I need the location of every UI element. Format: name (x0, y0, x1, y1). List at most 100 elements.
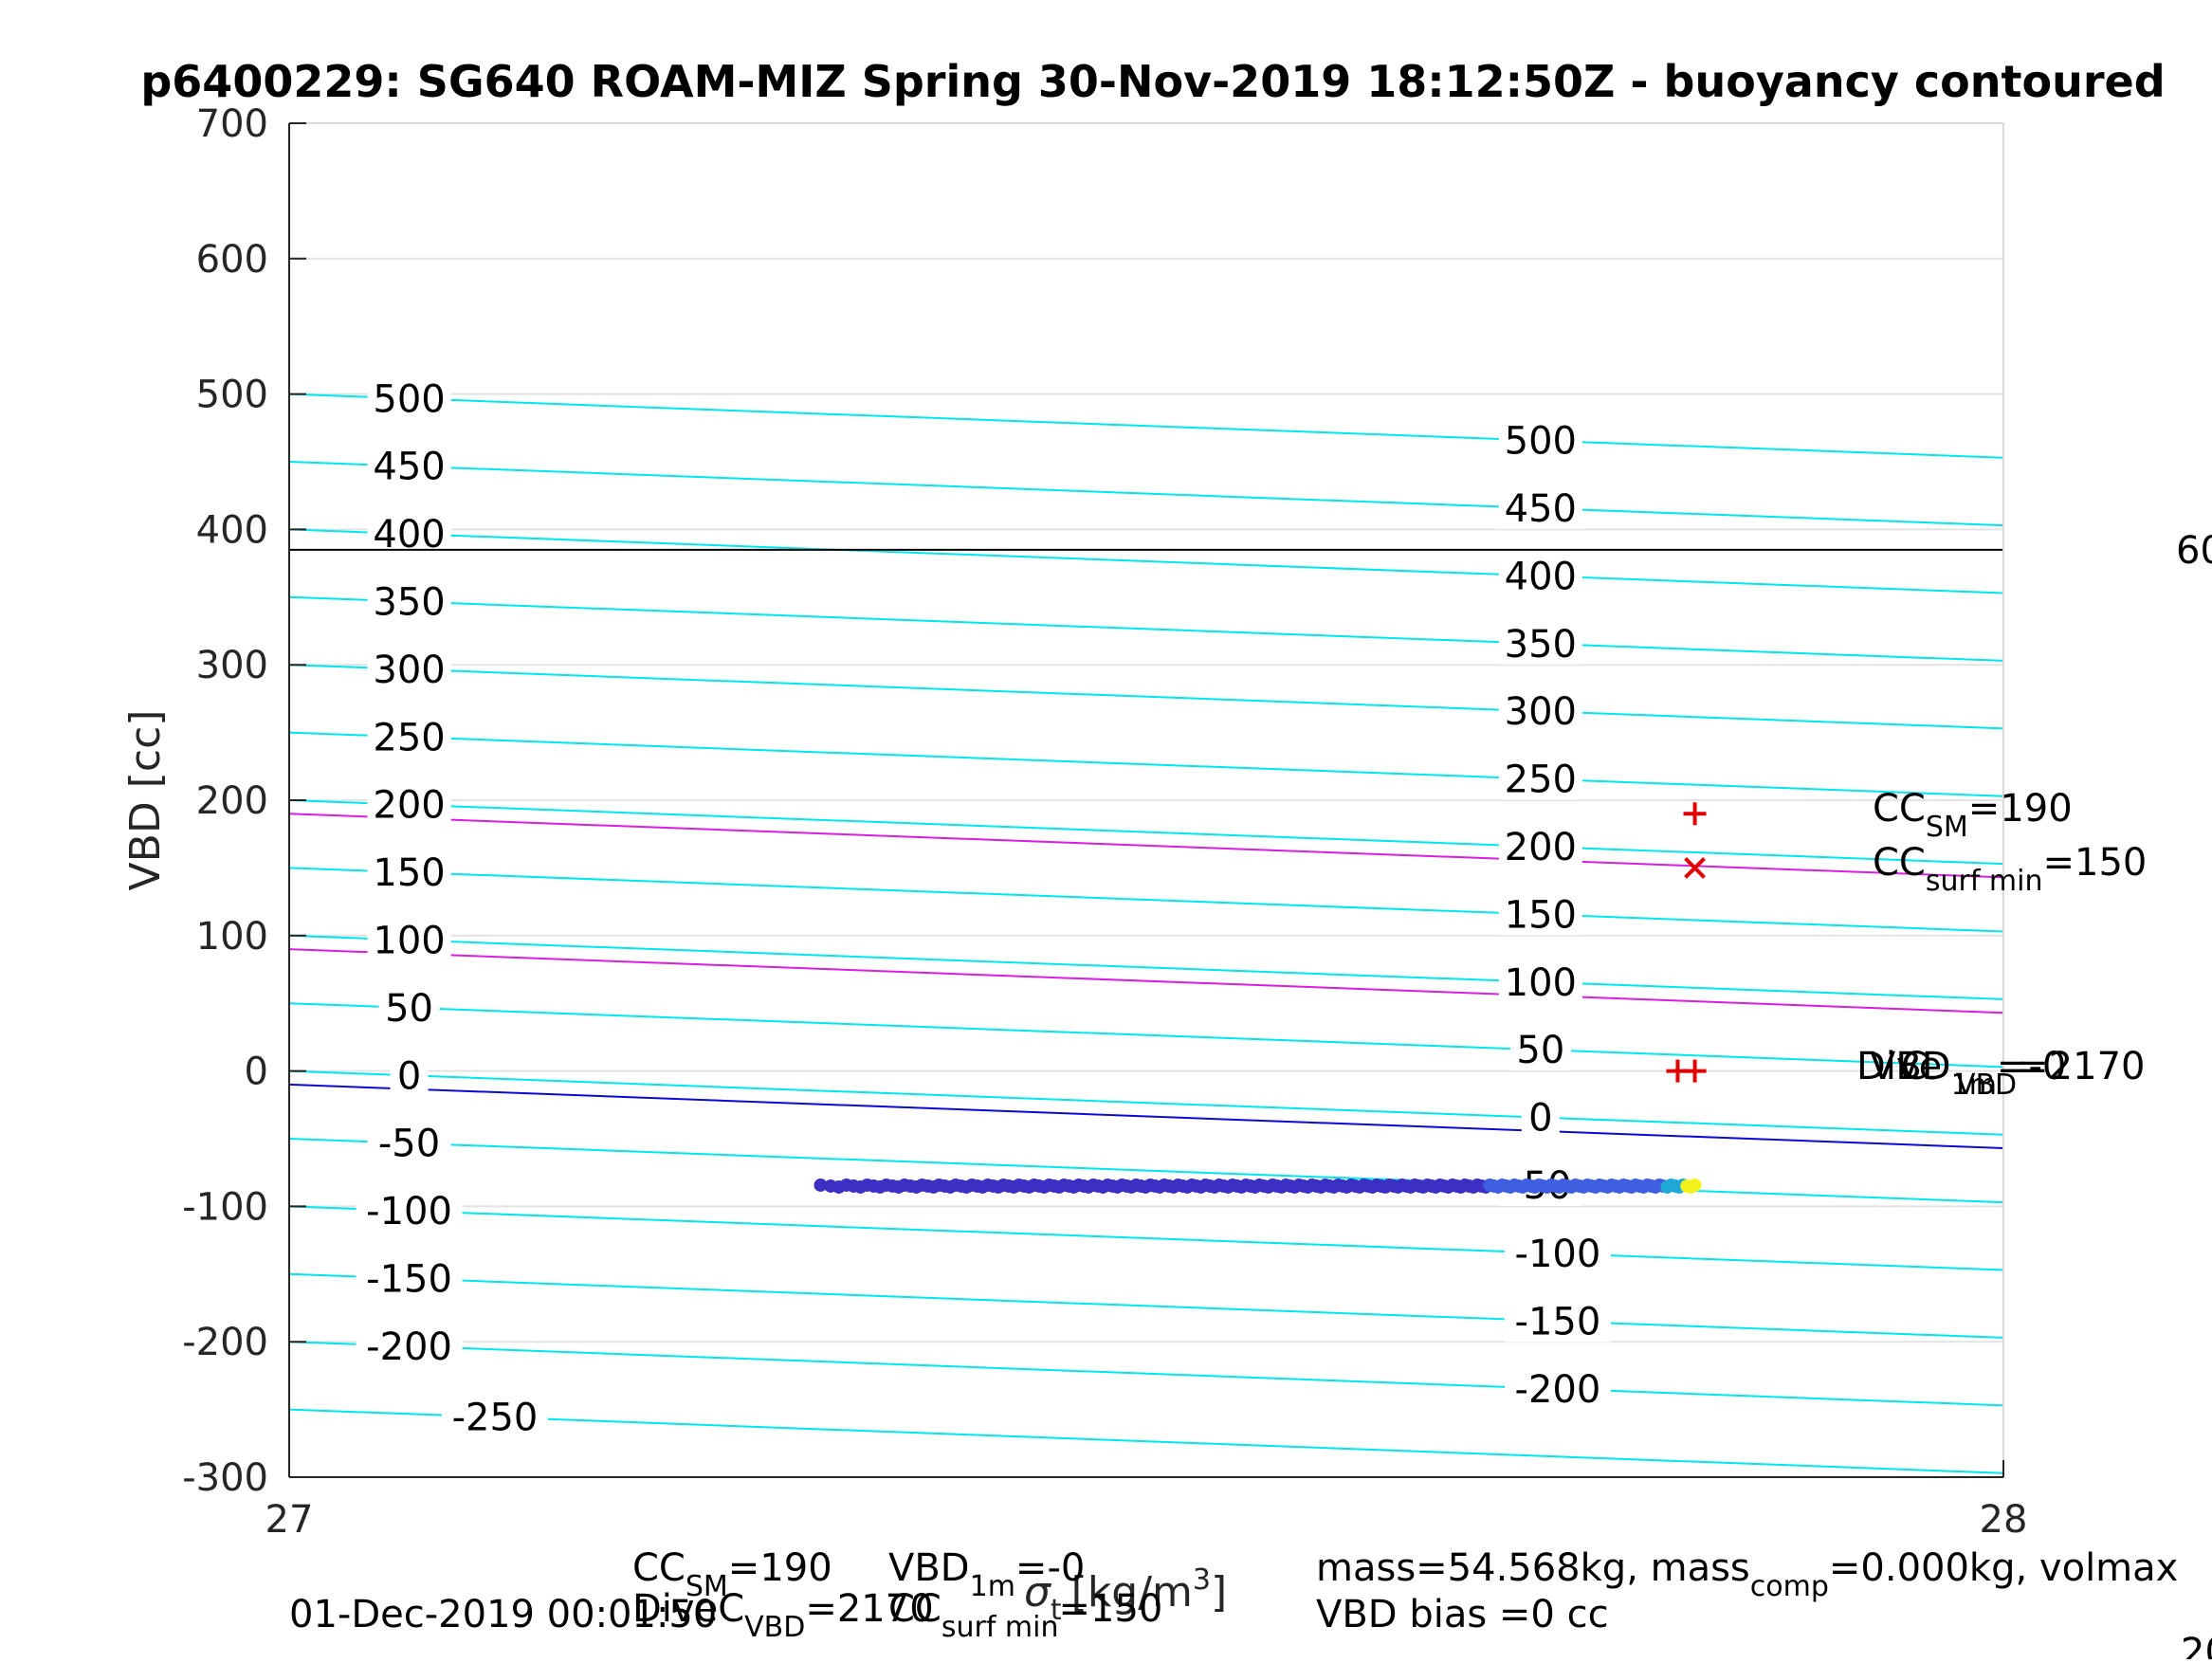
footer-mass: mass=54.568kg, masscomp=0.000kg, volmax (1316, 1546, 2178, 1603)
footer-cc-sm-main: CC (632, 1546, 686, 1590)
contour-label-right: 450 (1505, 487, 1577, 531)
contour-label-left: 150 (373, 851, 445, 895)
contour-label-left: 500 (373, 377, 445, 421)
contour-label-left-bg (367, 850, 451, 894)
y-tick-label: 700 (196, 102, 268, 146)
footer-vbd-1m-value: =-0 (1015, 1546, 1085, 1590)
contour-label-right-bg (1498, 620, 1582, 665)
divec-annotation-value: =2170 (2017, 1045, 2145, 1088)
chart-title: p6400229: SG640 ROAM-MIZ Spring 30-Nov-2… (140, 56, 2165, 107)
contour-label-left-bg (356, 1323, 463, 1367)
contour-line-cyan (288, 731, 2004, 797)
vbd-annotation: VBD1m=-0 (1870, 1045, 2066, 1102)
cc-sm-annotation: CCSM=190 (1873, 787, 2073, 844)
footer-divec-value: =2170 (805, 1587, 933, 1631)
contour-line-cyan (288, 1205, 2004, 1271)
cc-sm-value: =190 (1968, 787, 2073, 831)
data-point (814, 1178, 828, 1192)
footer-vbd-1m-sub: 1m (970, 1570, 1015, 1603)
contour-label-left-bg (367, 375, 451, 420)
contour-label-left-bg (367, 443, 451, 487)
contour-label-left: -100 (366, 1190, 452, 1234)
contour-label-right-bg (1521, 1094, 1560, 1139)
y-tick-label: -100 (182, 1185, 268, 1229)
x-axis-sigma: σ (1024, 1568, 1051, 1617)
cc-surf-value: =150 (2043, 841, 2148, 885)
contour-label-left: 300 (373, 649, 445, 692)
markers (1666, 802, 1707, 1083)
footer-vbd-1m: VBD1m=-0 (888, 1546, 1085, 1603)
cc-sm-main: CC (1873, 787, 1926, 831)
y-axis-label: VBD [cc] (121, 710, 170, 891)
footer-mass-sub: comp (1750, 1570, 1829, 1603)
contour-label-right: 250 (1505, 758, 1577, 802)
contour-label-right: 300 (1505, 690, 1577, 734)
contour-label-left: 450 (373, 446, 445, 489)
y-tick-label: 100 (196, 915, 268, 959)
y-tick-label: 500 (196, 374, 268, 417)
contour-line-cyan (288, 664, 2004, 730)
contour-label-right-bg (1498, 823, 1582, 868)
contour-label-left-bg (367, 917, 451, 961)
footer-cc-sm: CCSM=190 (632, 1546, 832, 1603)
contour-label-right-bg (1504, 1298, 1611, 1343)
contour-line-cyan (288, 1002, 2004, 1069)
contour-label-right: 200 (1505, 826, 1577, 869)
cc-surf-annotation: CCsurf min=150 (1873, 841, 2147, 898)
x-axis-sigma-sub: t (1051, 1594, 1062, 1627)
contour-label-right: 0 (1528, 1097, 1552, 1141)
data-point (1688, 1178, 1702, 1192)
footer-cc-surf-sub: surf min (941, 1611, 1059, 1644)
contour-label-left-bg (390, 1052, 429, 1097)
contour-label-left: 350 (373, 580, 445, 624)
gridlines (289, 122, 2003, 1478)
footer-vbd-1m-main: VBD (888, 1546, 970, 1590)
contour-label-left-bg (367, 511, 451, 556)
y-tick-label: 400 (196, 508, 268, 552)
x-tick-label: 27 (265, 1498, 314, 1542)
contour-label-left: 100 (373, 919, 445, 962)
footer-divec: DiveCVBD=2170 (632, 1587, 934, 1644)
contour-line-cyan (288, 1408, 2004, 1474)
divec-annotation-main: C (1901, 1045, 1928, 1088)
contour-label-right-bg (1498, 484, 1582, 529)
contour-label-right-bg (1498, 553, 1582, 597)
y-tick-label: 300 (196, 644, 268, 687)
contour-label-left-bg (367, 578, 451, 623)
contour-label-right: -200 (1515, 1368, 1601, 1412)
contour-label-left: 50 (385, 987, 433, 1031)
contour-label-left-bg (367, 1120, 451, 1164)
contour-line-cyan (288, 1341, 2004, 1407)
x-axis-units: [kg/m (1071, 1568, 1193, 1617)
contour-line-cyan (288, 1272, 2004, 1339)
y-tick-label: 0 (245, 1051, 268, 1094)
contour-label-right: 100 (1505, 961, 1577, 1005)
contour-label-left-bg (441, 1394, 548, 1438)
right-edge-label-top: 60 (2176, 529, 2212, 573)
contour-line-cyan (288, 867, 2004, 933)
contour-label-left: -50 (378, 1123, 440, 1166)
contour-label-right-bg (1504, 1365, 1611, 1410)
footer-mass-main: mass=54.568kg, mass (1316, 1546, 1750, 1590)
contour-labels: 500450400350300250200150100500-50-100-15… (356, 375, 1611, 1440)
contour-label-right: 350 (1505, 623, 1577, 667)
cc-sm-sub: SM (1926, 811, 1968, 844)
contour-label-right: 50 (1516, 1029, 1564, 1072)
vbd-annotation-value: =-0 (1997, 1045, 2066, 1088)
contour-label-right-bg (1504, 1231, 1611, 1275)
contour-line-cyan (288, 528, 2004, 594)
contour-label-left-bg (378, 984, 440, 1029)
contour-label-right-bg (1498, 891, 1582, 936)
cc-surf-sub: surf min (1926, 865, 2043, 898)
contour-line-cyan (288, 934, 2004, 1000)
y-tick-label: 200 (196, 779, 268, 823)
vbd-annotation-main: VBD (1870, 1045, 1951, 1088)
buoyancy-contours (288, 393, 2004, 1474)
contour-label-left: -250 (452, 1397, 539, 1440)
contour-line-cyan (288, 595, 2004, 662)
footer-cc-sm-value: =190 (728, 1546, 832, 1590)
dive-annotation: Dive (1856, 1045, 1942, 1088)
x-axis-units-sup: 3 (1193, 1563, 1211, 1597)
